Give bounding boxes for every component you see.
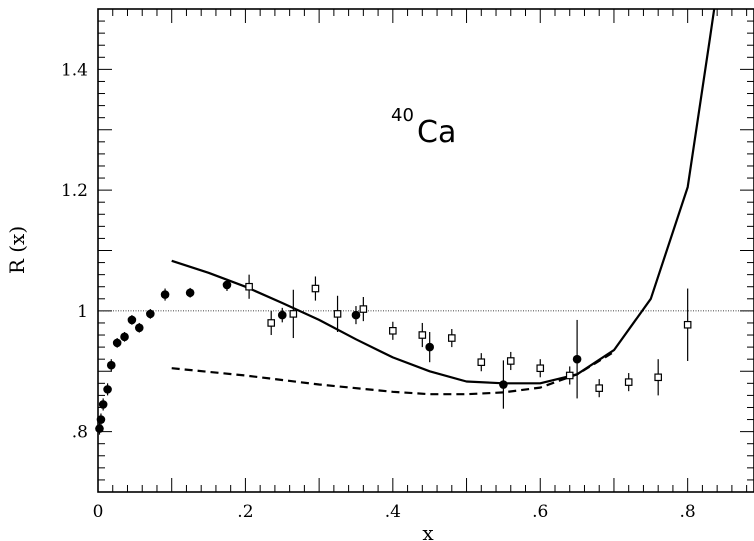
open-square-point xyxy=(683,288,692,361)
y-tick-label: 1 xyxy=(77,302,88,322)
marker-circle xyxy=(146,309,155,319)
marker-circle xyxy=(98,400,108,409)
marker-square xyxy=(447,334,456,342)
y-axis-label: R (x) xyxy=(5,226,29,274)
marker-square xyxy=(389,326,397,335)
open-square-point xyxy=(595,379,604,398)
filled-circle-point xyxy=(572,319,582,399)
tick-labels: 0 .2 .4 .6 .8 .8 1 1.2 1.4 xyxy=(61,60,696,522)
marker-square xyxy=(418,331,427,339)
open-square-point xyxy=(267,310,276,336)
open-square-point xyxy=(536,359,545,378)
open-square-point xyxy=(289,289,298,339)
marker-circle xyxy=(106,360,116,370)
dashed-curve xyxy=(171,350,615,396)
filled-circle-point xyxy=(120,332,129,342)
plot-frame xyxy=(97,8,754,493)
filled-circle-point xyxy=(127,315,137,325)
filled-circle-point xyxy=(146,309,155,319)
marker-circle xyxy=(112,338,122,348)
open-square-point xyxy=(389,321,397,340)
open-square-point xyxy=(624,373,633,392)
marker-square xyxy=(245,282,253,291)
marker-square xyxy=(359,305,368,313)
filled-circle-point xyxy=(134,322,144,333)
marker-circle xyxy=(277,310,287,320)
marker-circle xyxy=(425,342,434,352)
filled-circle-point xyxy=(95,422,104,435)
marker-circle xyxy=(351,310,361,320)
axis-ticks xyxy=(97,8,754,493)
model-curves xyxy=(171,8,716,396)
marker-circle xyxy=(120,332,129,342)
marker-circle xyxy=(103,385,112,394)
marker-square xyxy=(565,371,574,380)
x-tick-label: .6 xyxy=(532,502,548,522)
open-square-point xyxy=(477,353,486,372)
filled-circle-point xyxy=(351,306,361,325)
marker-circle xyxy=(499,380,508,389)
plot-border xyxy=(97,8,754,493)
marker-circle xyxy=(185,288,195,298)
x-tick-label: 0 xyxy=(93,502,104,522)
data-points xyxy=(95,274,692,435)
marker-square xyxy=(506,357,515,365)
filled-circle-point xyxy=(222,278,232,291)
marker-square xyxy=(654,373,662,382)
open-square-point xyxy=(333,295,342,333)
x-tick-label: .4 xyxy=(385,502,401,522)
annotation-superscript: 40 xyxy=(391,105,414,126)
filled-circle-point xyxy=(499,360,508,409)
y-tick-label: 1.4 xyxy=(61,60,88,80)
nucleus-annotation: 40 Ca xyxy=(391,105,456,150)
marker-square xyxy=(536,364,545,373)
marker-circle xyxy=(127,315,137,325)
marker-circle xyxy=(96,415,106,424)
marker-square xyxy=(624,378,633,386)
open-square-point xyxy=(506,351,515,371)
filled-circle-point xyxy=(112,338,122,348)
open-square-point xyxy=(565,366,574,385)
marker-circle xyxy=(160,290,170,299)
open-square-point xyxy=(245,274,253,299)
annotation-text: Ca xyxy=(417,115,456,150)
x-tick-label: .2 xyxy=(237,502,253,522)
y-tick-label: .8 xyxy=(72,423,88,443)
y-tick-label: 1.2 xyxy=(61,181,88,201)
marker-square xyxy=(477,358,486,366)
open-square-point xyxy=(311,276,320,301)
marker-circle xyxy=(134,323,144,333)
marker-square xyxy=(289,310,298,318)
filled-circle-point xyxy=(96,413,106,426)
open-square-point xyxy=(359,296,368,322)
open-square-point xyxy=(447,328,456,348)
marker-circle xyxy=(222,280,232,290)
filled-circle-point xyxy=(103,383,112,396)
x-tick-label: .8 xyxy=(680,502,696,522)
x-axis-label: x xyxy=(422,521,434,541)
filled-circle-point xyxy=(185,287,195,298)
marker-circle xyxy=(95,424,104,433)
open-square-point xyxy=(418,322,427,348)
filled-circle-point xyxy=(160,288,170,301)
filled-circle-point xyxy=(98,398,108,411)
solid-curve xyxy=(171,8,716,385)
marker-square xyxy=(267,319,276,327)
marker-circle xyxy=(572,354,582,364)
filled-circle-point xyxy=(277,307,287,323)
marker-square xyxy=(333,310,342,318)
open-square-point xyxy=(654,359,662,396)
marker-square xyxy=(595,384,604,392)
marker-square xyxy=(311,284,320,293)
marker-square xyxy=(683,320,692,329)
filled-circle-point xyxy=(425,332,434,363)
filled-circle-point xyxy=(106,359,116,372)
